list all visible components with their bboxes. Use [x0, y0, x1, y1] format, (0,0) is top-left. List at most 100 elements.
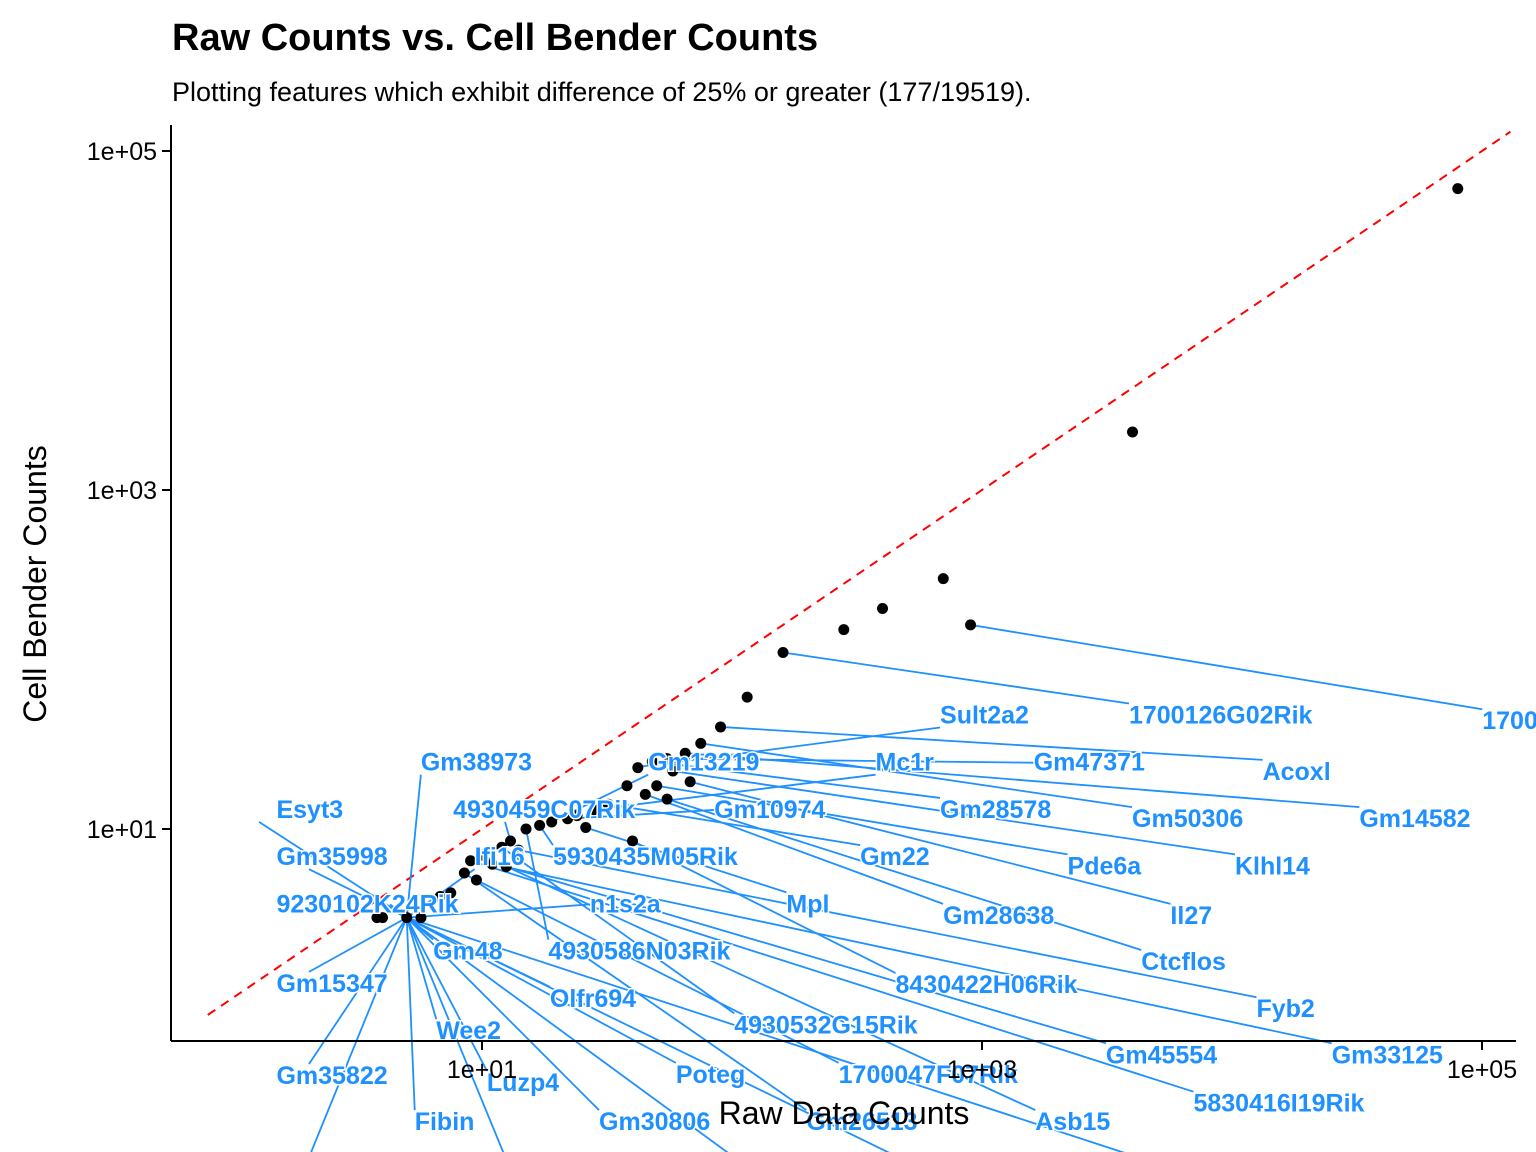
gene-label-26: 4930586N03Rik: [548, 938, 730, 966]
leader-line-18: [656, 784, 1068, 856]
chart-subtitle: Plotting features which exhibit differen…: [172, 77, 1032, 107]
data-point-28: [627, 835, 639, 847]
leader-line-24: [689, 780, 1171, 905]
data-point-32: [476, 849, 488, 861]
gene-label-25: Gm48: [433, 938, 503, 966]
y-tick-label-0: 1e+01: [87, 816, 157, 844]
leader-line-31: [518, 849, 1257, 999]
data-point-10: [679, 747, 691, 759]
data-point-36: [458, 867, 470, 879]
plot-area: 1700054A03Rik 1700126G02Rik Sult2a2 Gm38973…: [207, 130, 1536, 1152]
data-point-27: [580, 822, 592, 834]
gene-label-36: Gm35822: [276, 1062, 387, 1090]
gene-label-38: Poteg: [676, 1061, 745, 1089]
gene-label-31: Fyb2: [1256, 995, 1314, 1023]
gene-label-29: 8430422H06Rik: [895, 971, 1077, 999]
gene-label-24: Il27: [1170, 902, 1212, 930]
gene-label-43: Gm26513: [806, 1108, 917, 1136]
chart-title: Raw Counts vs. Cell Bender Counts: [172, 17, 818, 59]
gene-label-5: Mc1r: [876, 749, 935, 777]
leader-line-41: [405, 917, 416, 1111]
data-point-35: [500, 861, 512, 873]
x-tick-label-0: 1e+01: [447, 1056, 517, 1084]
data-point-43: [371, 912, 383, 924]
data-point-7: [741, 691, 753, 703]
gene-label-14: Gm35998: [276, 843, 387, 871]
gene-label-33: 4930532G15Rik: [734, 1011, 918, 1039]
gene-label-44: Asb15: [1035, 1108, 1110, 1136]
data-point-38: [445, 887, 457, 899]
gene-label-42: Gm30806: [599, 1108, 710, 1136]
data-point-5: [838, 624, 850, 636]
data-point-29: [504, 835, 516, 847]
data-point-30: [496, 841, 508, 853]
data-point-19: [661, 793, 673, 805]
gene-label-0: 1700054A03Rik: [1482, 707, 1536, 735]
data-point-22: [571, 810, 583, 822]
gene-label-28: Gm15347: [276, 970, 387, 998]
data-point-8: [715, 721, 727, 733]
data-point-0: [1452, 183, 1464, 195]
leader-line-38: [406, 916, 677, 1064]
gene-label-22: Mpl: [786, 890, 829, 918]
leader-line-14: [308, 868, 408, 919]
leader-line-44: [481, 854, 1036, 1111]
gene-label-3: Gm38973: [421, 749, 532, 777]
gene-label-7: Acoxl: [1263, 758, 1331, 786]
leader-line-0: [970, 624, 1483, 711]
gene-label-4: Gm13219: [648, 749, 759, 777]
data-point-9: [695, 737, 707, 749]
data-point-2: [937, 573, 949, 585]
leader-line-7: [720, 726, 1263, 761]
gene-label-21: n1s2a: [590, 890, 662, 918]
leader-line-26: [525, 828, 550, 940]
data-point-24: [546, 816, 558, 828]
leader-line-1: [782, 651, 1130, 705]
gene-label-40: 5830416I19Rik: [1193, 1090, 1364, 1118]
data-point-40: [415, 912, 427, 924]
data-point-3: [965, 619, 977, 631]
gene-label-20: 9230102K24Rik: [276, 890, 458, 918]
gene-label-15: Ifi16: [475, 843, 525, 871]
gene-label-16: 5930435M05Rik: [553, 843, 738, 871]
gene-label-6: Gm47371: [1034, 749, 1145, 777]
y-axis-ticks: 1e+01 1e+03 1e+05: [87, 138, 171, 844]
leader-line-29: [632, 840, 896, 974]
gene-label-37: Luzp4: [487, 1069, 559, 1097]
data-point-33: [465, 855, 477, 867]
x-tick-label-1: 1e+03: [947, 1056, 1017, 1084]
leader-line-3: [405, 774, 422, 918]
data-point-11: [661, 753, 673, 765]
leader-line-36: [308, 917, 408, 1065]
data-point-39: [434, 890, 446, 902]
leader-line-12: [700, 742, 1133, 809]
leader-line-47: [406, 916, 729, 1152]
data-points: [371, 183, 1464, 924]
leader-line-8: [258, 821, 408, 919]
leader-line-13: [685, 752, 1360, 809]
leader-line-35: [492, 863, 1332, 1045]
gene-label-10: Gm10974: [714, 796, 825, 824]
data-point-1: [1127, 426, 1139, 438]
data-point-15: [684, 776, 696, 788]
data-point-21: [588, 804, 600, 816]
x-tick-label-2: 1e+05: [1447, 1056, 1517, 1084]
leader-line-39: [476, 879, 840, 1064]
data-point-4: [877, 602, 889, 614]
data-point-23: [562, 813, 574, 825]
leader-line-23: [644, 793, 944, 905]
x-axis-ticks: 1e+01 1e+03 1e+05: [447, 1041, 1517, 1084]
leader-line-6: [667, 757, 1034, 764]
gene-label-2: Sult2a2: [940, 701, 1029, 729]
leader-line-19: [672, 770, 1236, 856]
data-point-12: [646, 756, 658, 768]
gene-label-18: Pde6a: [1068, 852, 1143, 880]
leader-line-17: [608, 803, 861, 847]
gene-label-9: 4930459C07Rik: [453, 796, 635, 824]
leader-line-21: [406, 903, 590, 919]
gene-label-41: Fibin: [415, 1108, 475, 1136]
gene-label-17: Gm22: [860, 843, 929, 871]
leader-line-22: [585, 826, 787, 894]
leader-line-40: [470, 859, 1194, 1093]
